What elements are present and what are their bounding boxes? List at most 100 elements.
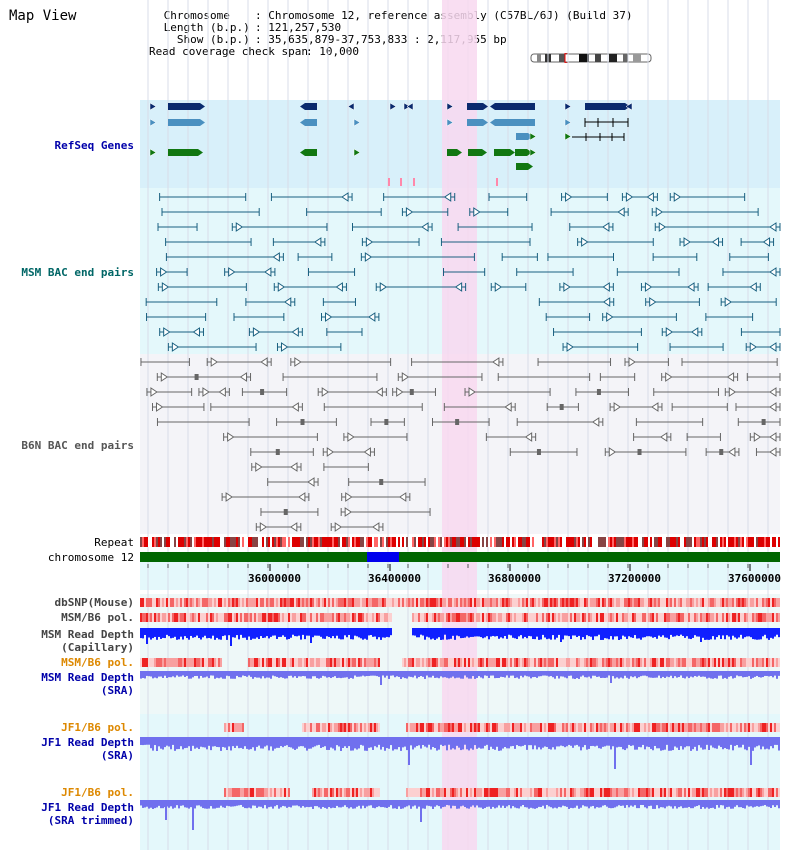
jf1-depth-sra-bar — [478, 737, 480, 748]
jf1-depth-sra-bar — [334, 737, 336, 751]
msm-depth-capillary-bar — [748, 628, 750, 637]
jf1-depth-trim-bar — [750, 800, 752, 807]
msm-b6-pol-sra-cell — [656, 658, 658, 667]
bac-end-block — [637, 449, 642, 455]
msm-b6-pol-sra-cell — [276, 658, 278, 667]
jf1-depth-sra-bar — [206, 737, 208, 750]
msm-b6-pol-cell — [288, 613, 290, 622]
repeat-element — [700, 537, 702, 547]
msm-depth-sra-bar — [430, 671, 432, 678]
jf1-b6-pol-trim-cell — [322, 788, 324, 797]
jf1-b6-pol-trim-cell — [228, 788, 230, 797]
track-label-msm-b6-pol-1[interactable]: MSM/B6 pol. — [61, 611, 134, 624]
dbsnp-cell — [294, 598, 296, 607]
dbsnp-cell — [726, 598, 728, 607]
jf1-b6-pol-cell — [418, 723, 420, 732]
msm-b6-pol-sra-cell — [152, 658, 154, 667]
msm-depth-capillary-bar — [288, 628, 290, 640]
dbsnp-cell — [458, 598, 460, 607]
track-label-refseq[interactable]: RefSeq Genes — [54, 139, 134, 152]
jf1-depth-sra-bar — [474, 737, 476, 746]
track-label-jf1-depth-sra[interactable]: JF1 Read Depth (SRA) — [41, 736, 134, 762]
msm-b6-pol-sra-cell — [428, 658, 430, 667]
jf1-depth-sra-bar — [520, 737, 522, 747]
msm-b6-pol-sra-cell — [358, 658, 360, 667]
repeat-element — [494, 537, 496, 547]
dbsnp-cell — [694, 598, 696, 607]
msm-depth-capillary-bar — [734, 628, 736, 638]
msm-depth-capillary-bar — [606, 628, 608, 639]
msm-b6-pol-cell — [274, 613, 276, 622]
jf1-b6-pol-trim-cell — [360, 788, 362, 797]
msm-depth-capillary-bar — [506, 628, 508, 639]
msm-depth-capillary-bar — [764, 628, 766, 635]
dbsnp-cell — [760, 598, 762, 607]
msm-b6-pol-cell — [356, 613, 358, 622]
msm-depth-sra-bar — [484, 671, 486, 676]
msm-depth-sra-bar — [422, 671, 424, 677]
track-label-b6n-bac[interactable]: B6N BAC end pairs — [21, 439, 134, 452]
jf1-b6-pol-trim-cell — [508, 788, 510, 797]
track-label-jf1-depth-trim[interactable]: JF1 Read Depth (SRA trimmed) — [41, 801, 134, 827]
chromosome-ideogram[interactable] — [529, 53, 653, 63]
jf1-b6-pol-cell — [336, 723, 338, 732]
jf1-b6-pol-trim-cell — [764, 788, 766, 797]
dbsnp-cell — [732, 598, 734, 607]
dbsnp-cell — [156, 598, 158, 607]
jf1-b6-pol-cell — [718, 723, 720, 732]
jf1-b6-pol-cell — [484, 723, 486, 732]
track-label-dbsnp[interactable]: dbSNP(Mouse) — [54, 596, 134, 609]
jf1-b6-pol-cell — [306, 723, 308, 732]
jf1-b6-pol-trim-cell — [752, 788, 754, 797]
jf1-b6-pol-cell — [656, 723, 658, 732]
track-label-msm-depth-sra[interactable]: MSM Read Depth (SRA) — [41, 671, 134, 697]
info-value: : 121,257,530 — [255, 21, 342, 34]
track-label-msm-depth-capillary[interactable]: MSM Read Depth (Capillary) — [41, 628, 134, 654]
msm-b6-pol-cell — [520, 613, 522, 622]
dbsnp-cell — [546, 598, 548, 607]
msm-depth-capillary-bar — [688, 628, 690, 639]
repeat-element — [636, 537, 638, 547]
jf1-depth-sra-bar — [370, 737, 372, 748]
repeat-element — [468, 537, 470, 547]
jf1-depth-trim-bar — [720, 800, 722, 806]
track-label-jf1-b6-pol-2[interactable]: JF1/B6 pol. — [61, 786, 134, 799]
jf1-depth-trim-bar — [284, 800, 286, 807]
track-label-jf1-b6-pol-1[interactable]: JF1/B6 pol. — [61, 721, 134, 734]
repeat-element — [206, 537, 208, 547]
bac-end-arrow — [454, 282, 463, 292]
dbsnp-cell — [196, 598, 198, 607]
jf1-depth-trim-bar — [558, 800, 560, 807]
b6n-bac-pair — [661, 373, 739, 381]
msm-b6-pol-sra-cell — [716, 658, 718, 667]
repeat-element — [180, 537, 182, 547]
b6n-bac-pair — [290, 358, 392, 366]
msm-b6-pol-cell — [710, 613, 712, 622]
jf1-b6-pol-cell — [706, 723, 708, 732]
track-label-msm-bac[interactable]: MSM BAC end pairs — [21, 266, 134, 279]
jf1-b6-pol-trim-cell — [538, 788, 540, 797]
bac-end-arrow — [171, 342, 180, 352]
jf1-depth-sra-bar — [392, 737, 394, 751]
msm-depth-sra-bar — [208, 671, 210, 679]
track-label-msm-b6-pol-2[interactable]: MSM/B6 pol. — [61, 656, 134, 669]
dbsnp-cell — [478, 598, 480, 607]
msm-depth-sra-bar — [650, 671, 652, 678]
jf1-depth-sra-bar — [558, 737, 560, 747]
jf1-depth-trim-bar — [390, 800, 392, 806]
msm-depth-capillary-bar — [590, 628, 592, 637]
bac-end-arrow — [613, 402, 622, 412]
dbsnp-cell — [210, 598, 212, 607]
jf1-depth-sra-bar — [294, 737, 296, 750]
jf1-depth-sra-bar — [466, 737, 468, 750]
dbsnp-cell — [330, 598, 332, 607]
msm-depth-capillary-bar — [576, 628, 578, 638]
jf1-b6-pol-cell — [698, 723, 700, 732]
jf1-depth-sra-bar — [354, 737, 356, 749]
jf1-b6-pol-trim-cell — [232, 788, 234, 797]
bac-end-arrow — [307, 477, 315, 487]
msm-depth-sra-bar — [684, 671, 686, 679]
dbsnp-cell — [552, 598, 554, 607]
jf1-depth-trim-bar — [442, 800, 444, 808]
